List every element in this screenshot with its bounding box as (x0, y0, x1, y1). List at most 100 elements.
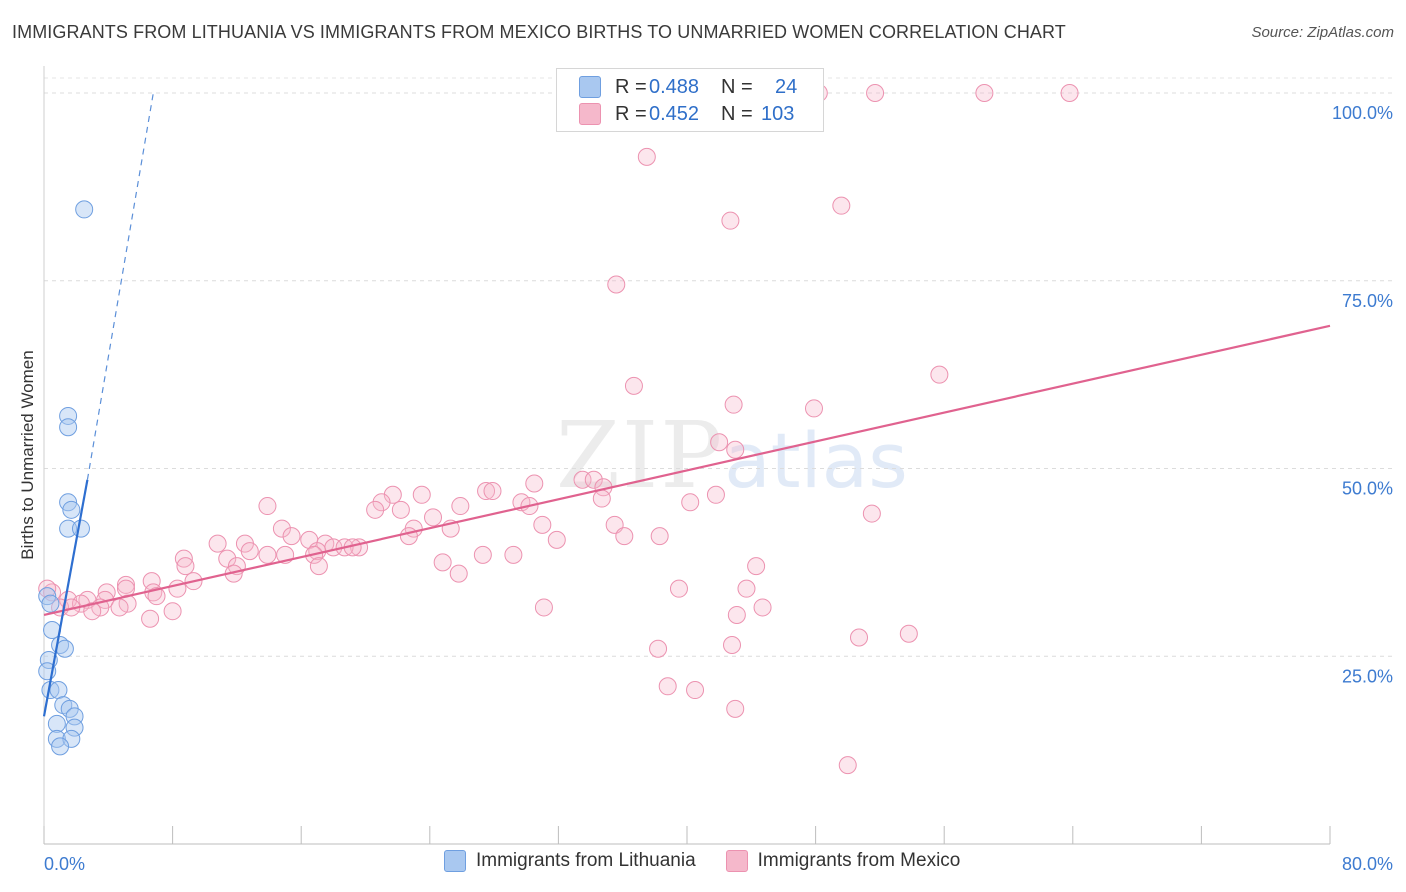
stats-legend: R = 0.488 N = 24 R = 0.452 N = 103 (556, 68, 824, 132)
trendline-lithuania-extension (86, 92, 154, 480)
point-mexico (726, 440, 745, 459)
point-mexico (838, 756, 857, 775)
point-mexico (592, 489, 611, 508)
point-mexico (424, 508, 443, 527)
chart-title: IMMIGRANTS FROM LITHUANIA VS IMMIGRANTS … (12, 22, 1066, 42)
y-tick-label: 75.0% (1342, 291, 1393, 311)
legend-row-lithuania: R = 0.488 N = 24 (579, 74, 797, 100)
point-mexico (383, 485, 402, 504)
watermark-atlas: atlas (724, 416, 908, 505)
point-mexico (850, 628, 869, 647)
point-mexico (584, 470, 603, 489)
point-mexico (240, 542, 259, 561)
point-mexico (163, 602, 182, 621)
point-mexico (669, 579, 688, 598)
point-lithuania (49, 681, 68, 700)
legend-r-label: R = (615, 75, 647, 98)
point-mexico (174, 549, 193, 568)
point-mexico (372, 493, 391, 512)
point-lithuania (55, 639, 74, 658)
point-lithuania (59, 418, 78, 437)
point-mexico (930, 365, 949, 384)
point-mexico (721, 211, 740, 230)
point-mexico (737, 579, 756, 598)
point-mexico (753, 598, 772, 617)
point-lithuania (62, 500, 81, 519)
point-mexico (723, 635, 742, 654)
point-mexico (282, 527, 301, 546)
point-lithuania (51, 737, 70, 756)
point-lithuania (65, 718, 84, 737)
point-mexico (366, 500, 385, 519)
legend-swatch-mexico (579, 103, 601, 125)
point-mexico (637, 147, 656, 166)
point-mexico (615, 527, 634, 546)
point-mexico (724, 395, 743, 414)
point-lithuania (41, 594, 60, 613)
point-mexico (607, 275, 626, 294)
point-lithuania (47, 714, 66, 733)
point-mexico (624, 376, 643, 395)
trendline-mexico (43, 324, 1331, 617)
point-mexico (649, 639, 668, 658)
legend-n-label: N = (721, 75, 753, 98)
legend-swatch-lithuania (444, 850, 466, 872)
legend-n-label: N = (721, 102, 753, 125)
legend-n-value: 24 (775, 75, 798, 98)
point-mexico (412, 485, 431, 504)
point-mexico (727, 605, 746, 624)
point-mexico (208, 534, 227, 553)
x-tick-label: 80.0% (1342, 854, 1393, 874)
legend-n-value: 103 (761, 102, 795, 125)
point-mexico (686, 681, 705, 700)
point-mexico (218, 549, 237, 568)
source-label: Source: ZipAtlas.com (1251, 24, 1394, 41)
legend-item-mexico[interactable]: Immigrants from Mexico (725, 850, 961, 872)
point-mexico (866, 84, 885, 103)
watermark: ZIPatlas (556, 402, 908, 509)
point-mexico (83, 602, 102, 621)
point-mexico (399, 527, 418, 546)
legend-label-lithuania: Immigrants from Lithuania (476, 850, 696, 871)
point-mexico (258, 545, 277, 564)
point-mexico (504, 545, 523, 564)
series-legend: Immigrants from Lithuania Immigrants fro… (444, 850, 990, 872)
legend-item-lithuania[interactable]: Immigrants from Lithuania (444, 850, 696, 872)
trendline-lithuania (42, 479, 89, 717)
point-mexico (658, 677, 677, 696)
point-mexico (309, 557, 328, 576)
point-mexico (710, 433, 729, 452)
point-mexico (681, 493, 700, 512)
point-mexico (534, 598, 553, 617)
watermark-zip: ZIP (556, 402, 725, 509)
point-mexico (38, 579, 57, 598)
y-axis-title: Births to Unmarried Women (18, 350, 37, 560)
point-mexico (433, 553, 452, 572)
point-mexico (147, 587, 166, 606)
point-mexico (449, 564, 468, 583)
point-lithuania (71, 519, 90, 538)
point-mexico (525, 474, 544, 493)
point-lithuania (59, 519, 78, 538)
legend-label-mexico: Immigrants from Mexico (757, 850, 961, 871)
point-mexico (747, 557, 766, 576)
legend-r-value: 0.452 (649, 102, 700, 125)
point-mexico (832, 196, 851, 215)
point-mexico (116, 575, 135, 594)
y-tick-label: 50.0% (1342, 479, 1393, 499)
point-mexico (726, 699, 745, 718)
point-mexico (533, 515, 552, 534)
legend-r-value: 0.488 (649, 75, 700, 98)
x-tick-label: 0.0% (44, 854, 85, 874)
legend-r-label: R = (615, 102, 647, 125)
point-mexico (473, 545, 492, 564)
point-mexico (899, 624, 918, 643)
point-mexico (1060, 84, 1079, 103)
point-mexico (258, 497, 277, 516)
point-mexico (547, 530, 566, 549)
point-mexico (650, 527, 669, 546)
point-mexico (391, 500, 410, 519)
point-mexico (862, 504, 881, 523)
legend-row-mexico: R = 0.452 N = 103 (579, 101, 794, 127)
